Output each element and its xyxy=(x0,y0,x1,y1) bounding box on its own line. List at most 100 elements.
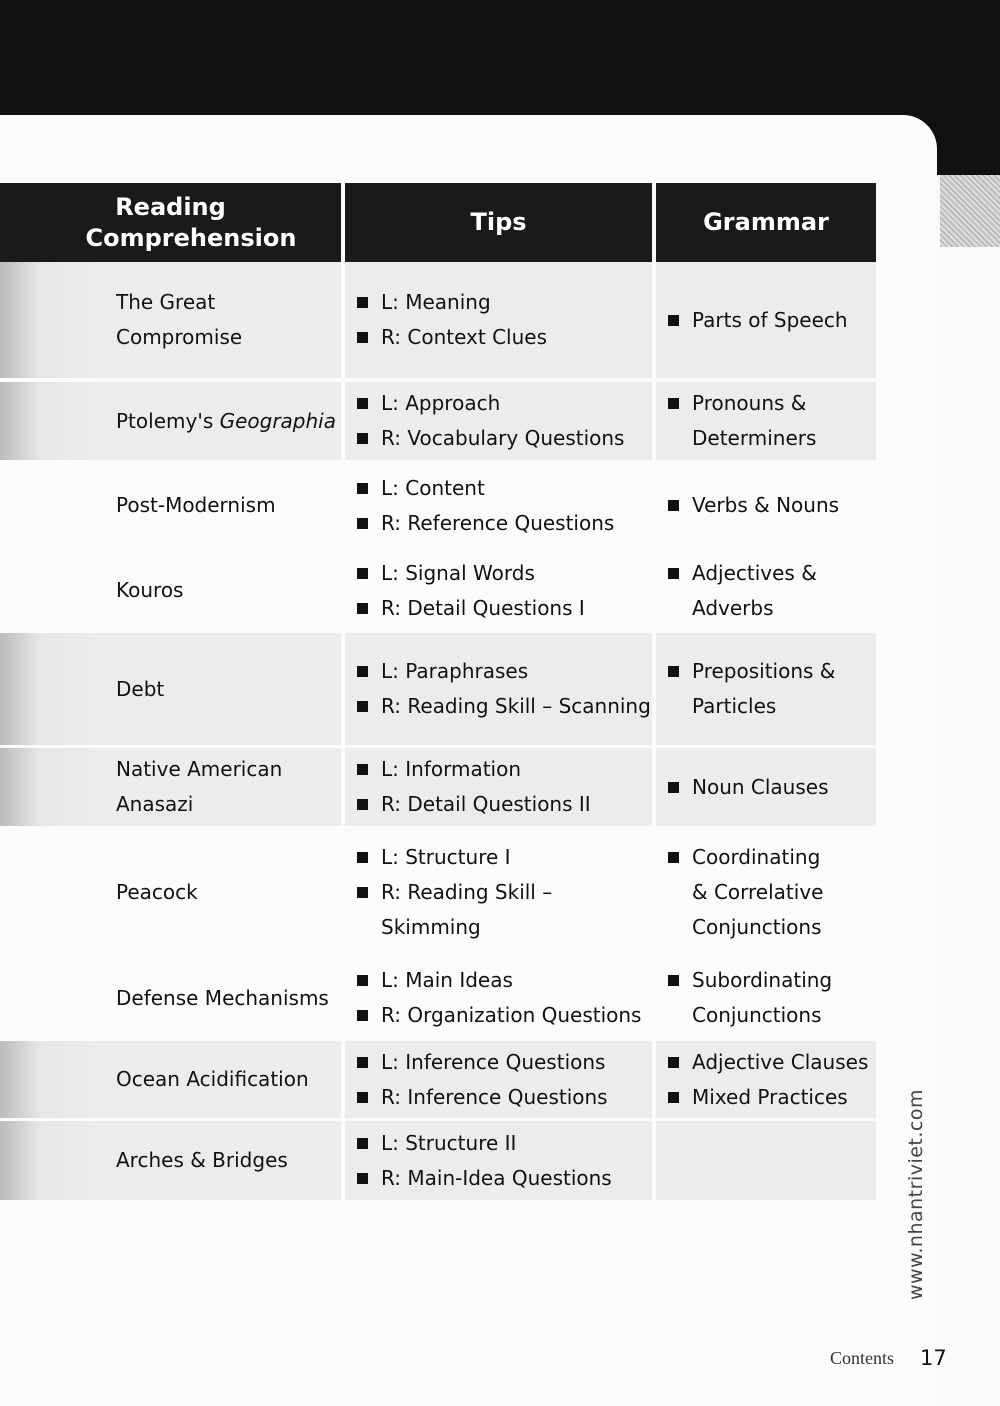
tips-cell: L: Information R: Detail Questions II xyxy=(345,748,652,826)
reading-title-part: Anasazi xyxy=(116,792,194,816)
grammar-text: Conjunctions xyxy=(692,914,822,939)
grammar-cell: Noun Clauses xyxy=(656,748,876,826)
page-edge xyxy=(937,115,1000,1406)
tip-text: L: Paraphrases xyxy=(381,659,529,683)
grammar-cell: Adjective Clauses Mixed Practices xyxy=(656,1041,876,1118)
reading-cell: Ptolemy's Geographia xyxy=(0,382,341,460)
reading-cell: Post-Modernism xyxy=(0,463,341,548)
reading-cell: Peacock xyxy=(0,829,341,955)
page-number: 17 xyxy=(920,1346,947,1370)
grammar-lines: Pronouns & Determiners xyxy=(692,386,816,456)
grammar-cell: Coordinating & Correlative Conjunctions xyxy=(656,829,876,955)
bullet-icon xyxy=(668,1056,679,1068)
tip-text: L: Structure I xyxy=(381,844,511,869)
grammar-cell: Parts of Speech xyxy=(656,262,876,378)
bullet-icon xyxy=(357,482,368,494)
tips-cell: L: Structure II R: Main-Idea Questions xyxy=(345,1121,652,1200)
tip-item: L: Content xyxy=(357,471,614,506)
tips-cell: L: Content R: Reference Questions xyxy=(345,463,652,548)
tips-cell: L: Structure I R: Reading Skill – Skimmin… xyxy=(345,829,652,955)
grammar-text: Mixed Practices xyxy=(692,1084,848,1109)
reading-title-part: Defense Mechanisms xyxy=(116,985,329,1010)
reading-title: Arches & Bridges xyxy=(116,1143,288,1178)
tip-item: R: Reading Skill – Scanning xyxy=(357,689,651,724)
bullet-icon xyxy=(668,314,679,326)
tip-item: L: Signal Words xyxy=(357,556,585,591)
grammar-item: Pronouns & Determiners xyxy=(668,386,816,456)
bullet-icon xyxy=(357,398,368,409)
grammar-text: Parts of Speech xyxy=(692,307,848,332)
grammar-lines: Verbs & Nouns xyxy=(692,488,839,523)
tip-item: L: Information xyxy=(357,752,591,787)
bullet-icon xyxy=(357,1137,368,1149)
reading-title-part: Debt xyxy=(116,676,165,701)
tip-text: L: Signal Words xyxy=(381,560,535,585)
reading-title: The Great Compromise xyxy=(116,285,242,355)
reading-cell: Arches & Bridges xyxy=(0,1121,341,1200)
reading-title: Kouros xyxy=(116,573,183,608)
reading-title-part: Compromise xyxy=(116,325,243,349)
bullet-icon xyxy=(357,799,368,810)
grammar-text: Coordinating xyxy=(692,844,821,869)
bullet-icon xyxy=(357,602,368,614)
bullet-icon xyxy=(357,851,368,863)
grammar-cell: Verbs & Nouns xyxy=(656,463,876,548)
grammar-lines: Coordinating & Correlative Conjunctions xyxy=(692,840,823,945)
tips-cell: L: Paraphrases R: Reading Skill – Scannin… xyxy=(345,633,652,745)
tip-item: R: Detail Questions I xyxy=(357,591,585,626)
reading-title: Ptolemy's Geographia xyxy=(116,404,336,439)
bullet-icon xyxy=(668,398,679,409)
grammar-text: Adjectives & xyxy=(692,560,817,585)
tip-text: R: Organization Questions xyxy=(381,1003,642,1027)
tip-text: R: Reading Skill – Skimming xyxy=(381,879,553,939)
bullet-icon xyxy=(357,1056,368,1068)
tip-text: L: Information xyxy=(381,757,522,781)
tip-item: L: Paraphrases xyxy=(357,654,651,689)
grammar-cell: Subordinating Conjunctions xyxy=(656,958,876,1038)
reading-cell: Debt xyxy=(0,633,341,745)
bullet-icon xyxy=(357,886,368,898)
grammar-item: Parts of Speech xyxy=(668,303,848,338)
bullet-icon xyxy=(357,701,368,712)
grammar-lines: Prepositions & Particles xyxy=(692,654,835,724)
tip-item: L: Inference Questions xyxy=(357,1045,608,1080)
tip-item: L: Main Ideas xyxy=(357,963,641,998)
grammar-text: Pronouns & xyxy=(692,391,807,415)
tips-cell: L: Main Ideas R: Organization Questions xyxy=(345,958,652,1038)
page-edge-dark xyxy=(937,115,1000,175)
reading-title-part: Ocean Acidification xyxy=(116,1067,309,1091)
grammar-lines: Parts of Speech xyxy=(692,303,848,338)
grammar-item: Verbs & Nouns xyxy=(668,488,839,523)
reading-title-part: The Great xyxy=(116,290,216,314)
reading-title: Native American Anasazi xyxy=(116,752,282,822)
reading-title: Post-Modernism xyxy=(116,488,276,523)
grammar-text: Adjective Clauses xyxy=(692,1049,869,1074)
header-grammar: Grammar xyxy=(656,183,876,262)
tip-text: R: Reading Skill – Scanning xyxy=(381,694,651,718)
tip-text: L: Inference Questions xyxy=(381,1049,606,1074)
reading-title: Ocean Acidification xyxy=(116,1062,309,1097)
bullet-icon xyxy=(668,1091,679,1103)
tip-item: R: Vocabulary Questions xyxy=(357,421,624,456)
grammar-cell: Adjectives & Adverbs xyxy=(656,551,876,630)
grammar-text: Determiners xyxy=(692,426,817,450)
reading-title-part: Peacock xyxy=(116,879,198,904)
reading-title-part: Kouros xyxy=(116,578,184,602)
grammar-text: Verbs & Nouns xyxy=(692,493,840,517)
reading-title-part: Native American xyxy=(116,757,283,781)
bullet-icon xyxy=(668,975,679,986)
tip-item: R: Organization Questions xyxy=(357,998,641,1033)
reading-cell: Defense Mechanisms xyxy=(0,958,341,1038)
grammar-lines: Mixed Practices xyxy=(692,1080,848,1115)
grammar-lines: Adjectives & Adverbs xyxy=(692,556,817,626)
tip-text: L: Meaning xyxy=(381,290,491,314)
reading-cell: The Great Compromise xyxy=(0,262,341,378)
reading-title: Debt xyxy=(116,672,164,707)
tip-item: L: Approach xyxy=(357,386,624,421)
grammar-item: Adjectives & Adverbs xyxy=(668,556,817,626)
header-reading-comprehension: Reading Comprehension xyxy=(0,183,341,262)
tip-item: R: Main-Idea Questions xyxy=(357,1161,612,1196)
tip-item: L: Meaning xyxy=(357,285,547,320)
tips-cell: L: Signal Words R: Detail Questions I xyxy=(345,551,652,630)
bullet-icon xyxy=(357,1010,368,1021)
